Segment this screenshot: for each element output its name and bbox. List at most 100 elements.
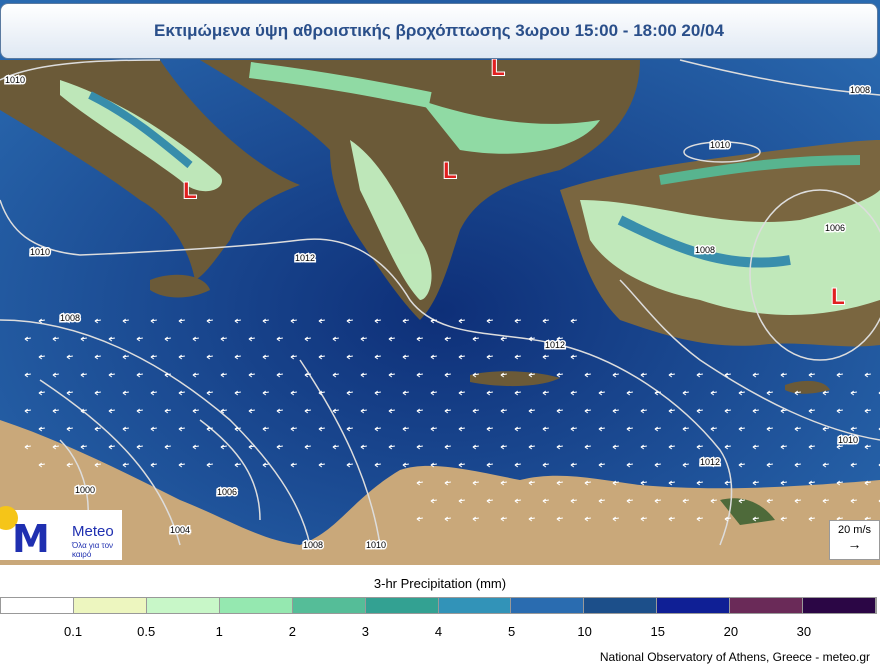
legend-swatch — [365, 598, 439, 613]
wind-arrow — [80, 444, 87, 450]
wind-arrow — [150, 390, 157, 396]
wind-arrow — [430, 462, 437, 468]
wind-arrow — [178, 462, 185, 468]
wind-arrow — [864, 372, 871, 378]
wind-arrow — [262, 318, 269, 324]
map-title: Εκτιμώμενα ύψη αθροιστικής βροχόπτωσης 3… — [0, 3, 878, 59]
wind-arrow — [710, 462, 717, 468]
wind-arrow — [234, 462, 241, 468]
wind-arrow — [766, 462, 773, 468]
legend-swatch — [73, 598, 147, 613]
wind-arrow — [612, 408, 619, 414]
wind-arrow — [766, 498, 773, 504]
wind-arrow — [640, 444, 647, 450]
legend-swatch — [219, 598, 293, 613]
wind-arrow — [542, 390, 549, 396]
wind-arrow — [808, 408, 815, 414]
wind-arrow — [710, 498, 717, 504]
wind-arrow — [220, 408, 227, 414]
wind-arrow — [542, 498, 549, 504]
wind-arrow — [808, 444, 815, 450]
wind-arrow — [220, 336, 227, 342]
wind-arrow — [724, 372, 731, 378]
wind-arrow — [542, 462, 549, 468]
wind-arrow — [836, 444, 843, 450]
wind-arrow — [52, 372, 59, 378]
legend-colorbar — [0, 597, 877, 614]
wind-scale-arrow-icon: → — [847, 536, 862, 552]
wind-arrow — [556, 372, 563, 378]
wind-arrow — [472, 372, 479, 378]
wind-arrow — [752, 480, 759, 486]
legend-tick-label: 10 — [577, 624, 592, 639]
wind-arrow — [822, 498, 829, 504]
isobar-label: 1010 — [366, 540, 386, 550]
wind-arrow — [822, 462, 829, 468]
isobar-label: 1000 — [75, 485, 95, 495]
wind-arrow — [164, 336, 171, 342]
wind-arrow — [472, 480, 479, 486]
wind-arrow — [682, 390, 689, 396]
wind-arrow — [808, 480, 815, 486]
wind-arrow — [598, 498, 605, 504]
wind-arrow — [822, 426, 829, 432]
wind-arrow — [164, 408, 171, 414]
wind-arrow — [66, 462, 73, 468]
wind-arrow — [570, 426, 577, 432]
legend-swatch — [657, 598, 731, 613]
m-logo-icon: M — [12, 517, 50, 561]
wind-arrow — [626, 498, 633, 504]
wind-arrow — [444, 444, 451, 450]
wind-arrow — [374, 318, 381, 324]
wind-arrow — [248, 372, 255, 378]
isobar-label: 1008 — [303, 540, 323, 550]
wind-arrow — [682, 498, 689, 504]
wind-arrow — [360, 372, 367, 378]
wind-arrow — [108, 372, 115, 378]
wind-arrow — [360, 444, 367, 450]
wind-arrow — [192, 444, 199, 450]
wind-arrow — [206, 318, 213, 324]
wind-arrow — [724, 516, 731, 522]
wind-arrow — [206, 354, 213, 360]
isobar-label: 1012 — [700, 457, 720, 467]
sun-icon — [0, 506, 18, 530]
wind-arrow — [640, 480, 647, 486]
wind-arrow — [584, 516, 591, 522]
wind-arrow — [500, 372, 507, 378]
wind-arrow — [430, 318, 437, 324]
wind-arrow — [780, 408, 787, 414]
wind-arrow — [752, 516, 759, 522]
legend-swatch — [730, 598, 804, 613]
wind-arrow — [150, 462, 157, 468]
wind-arrow — [640, 516, 647, 522]
precipitation-areas — [60, 62, 880, 315]
wind-arrow — [444, 516, 451, 522]
wind-arrow — [262, 426, 269, 432]
land-africa — [0, 420, 880, 565]
wind-arrow — [500, 480, 507, 486]
wind-arrow — [178, 426, 185, 432]
wind-arrow — [248, 408, 255, 414]
wind-arrow — [290, 318, 297, 324]
wind-arrow — [850, 498, 857, 504]
wind-arrow — [556, 408, 563, 414]
wind-arrow — [122, 390, 129, 396]
wind-arrow — [38, 390, 45, 396]
wind-arrow — [668, 372, 675, 378]
wind-arrow — [528, 372, 535, 378]
wind-arrow — [206, 462, 213, 468]
isobar-label: 1010 — [838, 435, 858, 445]
wind-arrow — [458, 390, 465, 396]
isobar-label: 1008 — [850, 85, 870, 95]
legend-swatch — [1, 598, 74, 613]
wind-arrow — [430, 354, 437, 360]
wind-arrow — [710, 426, 717, 432]
wind-scale: 20 m/s → — [829, 520, 880, 560]
wind-arrow — [570, 318, 577, 324]
wind-arrow — [514, 318, 521, 324]
wind-arrow — [794, 426, 801, 432]
wind-arrow — [780, 480, 787, 486]
wind-arrow — [640, 372, 647, 378]
wind-arrow — [850, 462, 857, 468]
